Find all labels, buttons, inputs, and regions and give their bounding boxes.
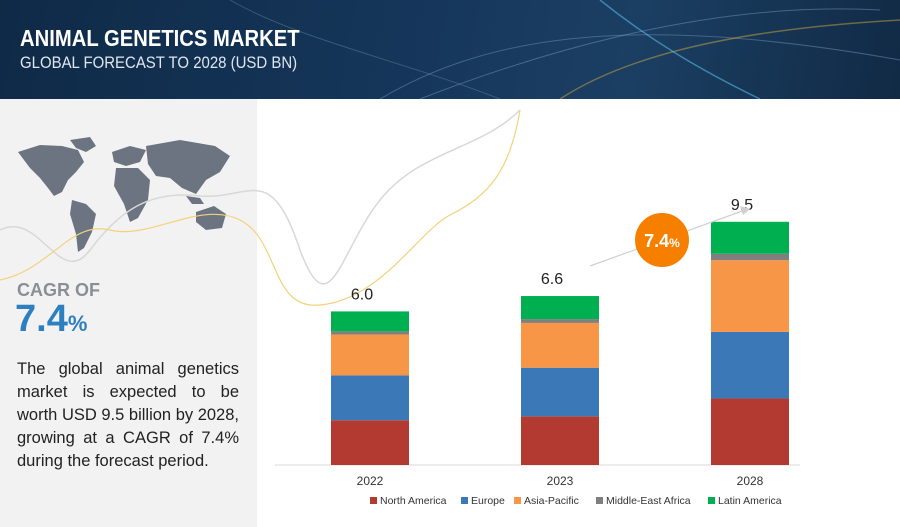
- bar-segment-middle-east-africa-2023: [521, 319, 599, 323]
- legend-label: Europe: [471, 495, 505, 507]
- page-title: ANIMAL GENETICS MARKET: [20, 25, 300, 51]
- bar-segment-latin-america-2023: [521, 296, 599, 320]
- bar-segment-latin-america-2028: [711, 221, 789, 254]
- cagr-value: 7.4%: [15, 298, 88, 340]
- world-map-icon: [18, 137, 230, 252]
- bar-segment-asia-pacific-2028: [711, 260, 789, 332]
- legend-swatch: [596, 497, 603, 504]
- cagr-bubble-label: 7.4%: [644, 231, 680, 251]
- decorative-curve-gray: [0, 109, 521, 285]
- bar-segment-north-america-2028: [711, 398, 789, 465]
- bar-segment-middle-east-africa-2022: [331, 331, 409, 335]
- page-subtitle: GLOBAL FORECAST TO 2028 (USD BN): [20, 53, 298, 72]
- legend-swatch: [514, 497, 521, 504]
- legend-swatch: [708, 497, 715, 504]
- cagr-bubble: [635, 213, 689, 267]
- bar-segment-latin-america-2022: [331, 311, 409, 332]
- x-tick-label: 2028: [737, 474, 764, 488]
- bar-segment-north-america-2022: [331, 420, 409, 465]
- bar-segment-middle-east-africa-2028: [711, 253, 789, 261]
- bar-segment-asia-pacific-2023: [521, 322, 599, 368]
- x-tick-label: 2022: [357, 474, 384, 488]
- legend-label: Middle-East Africa: [606, 495, 691, 507]
- total-label: 6.6: [541, 271, 563, 288]
- legend-label: Asia-Pacific: [524, 495, 579, 507]
- market-description: The global animal genetics market is exp…: [17, 360, 239, 470]
- legend-swatch: [370, 497, 377, 504]
- total-label: 6.0: [351, 286, 373, 303]
- legend-swatch: [461, 497, 468, 504]
- bar-segment-europe-2028: [711, 331, 789, 399]
- decorative-curve-yellow: [0, 109, 521, 306]
- bar-segment-asia-pacific-2022: [331, 334, 409, 376]
- decorative-light-trails: [229, 0, 900, 99]
- bar-segment-europe-2023: [521, 367, 599, 417]
- legend-label: Latin America: [718, 495, 782, 507]
- growth-arrow-head: [740, 206, 750, 215]
- cagr-label: CAGR OF: [17, 280, 100, 300]
- header-banner: ANIMAL GENETICS MARKET GLOBAL FORECAST T…: [0, 0, 900, 99]
- legend-label: North America: [380, 495, 447, 507]
- bar-segment-north-america-2023: [521, 416, 599, 465]
- x-tick-label: 2023: [547, 474, 574, 488]
- bar-segment-europe-2022: [331, 375, 409, 421]
